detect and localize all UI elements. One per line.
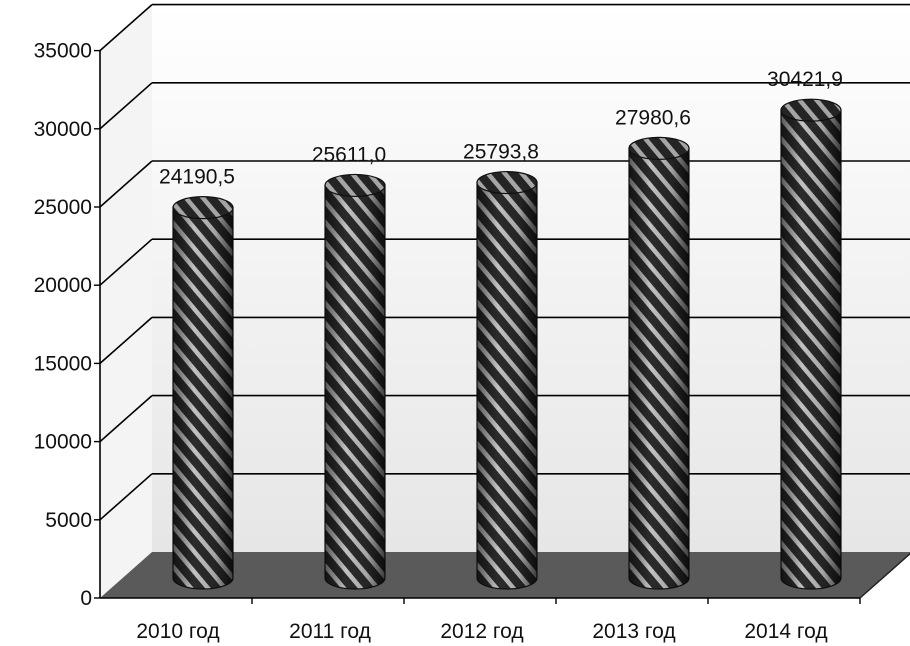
- y-tick-label: 5000: [45, 509, 92, 532]
- bar-top: [172, 196, 234, 220]
- gridline-diagonal: [99, 82, 153, 130]
- bar-shading: [781, 110, 841, 590]
- x-category-label: 2011 год: [289, 620, 371, 643]
- x-category-label: 2010 год: [136, 620, 219, 643]
- y-tick-label: 15000: [34, 352, 92, 375]
- bar-top: [628, 136, 690, 160]
- x-axis-categories: 2010 год 2011 год 2012 год 2013 год 2014 год: [136, 598, 861, 643]
- x-category-label: 2013 год: [592, 620, 675, 643]
- gridline-diagonal: [99, 160, 153, 208]
- bar-top-shade: [173, 196, 233, 219]
- bar-top-shade: [325, 174, 385, 197]
- x-category-label: 2012 год: [440, 620, 523, 643]
- data-label: 24190,5: [159, 166, 235, 189]
- data-label: 25611,0: [312, 143, 386, 166]
- bar: [628, 136, 690, 590]
- bar-top-shade: [781, 99, 841, 122]
- y-axis-ticks: 0 5000 10000 15000 20000 25000 30000 35000: [34, 40, 100, 610]
- y-tick-label: 10000: [34, 431, 92, 454]
- bar-top-shade: [629, 137, 689, 160]
- gridline-diagonal: [99, 4, 153, 52]
- bar-shading: [173, 207, 233, 589]
- axes: [99, 50, 860, 599]
- bar: [324, 173, 386, 590]
- bar-shading: [325, 185, 385, 589]
- gridline-diagonal: [99, 473, 153, 521]
- side-wall: [100, 4, 152, 599]
- x-category-label: 2014 год: [744, 620, 827, 643]
- gridline-diagonal: [99, 316, 153, 364]
- data-label: 25793,8: [463, 141, 539, 164]
- bar-shading: [629, 148, 689, 589]
- bar-top: [476, 170, 538, 195]
- bar-shading: [477, 182, 537, 589]
- gridline-diagonal: [99, 395, 153, 443]
- data-labels: 24190,5 25611,0 25793,8 27980,6 30421,9: [159, 68, 843, 188]
- y-tick-label: 30000: [34, 118, 92, 141]
- data-label: 27980,6: [615, 106, 691, 129]
- y-tick-label: 25000: [34, 196, 92, 219]
- bars: [172, 98, 842, 590]
- y-tick-label: 0: [80, 587, 92, 610]
- bar: [476, 170, 538, 590]
- bar: [780, 98, 842, 590]
- bar-top: [324, 173, 386, 198]
- bar: [172, 196, 234, 590]
- data-label: 30421,9: [767, 68, 843, 91]
- bar-top-shade: [477, 171, 537, 194]
- bar-top: [780, 98, 842, 122]
- y-tick-label: 35000: [34, 40, 92, 63]
- y-tick-label: 20000: [34, 274, 92, 297]
- gridline-diagonal: [99, 238, 153, 286]
- floor-edge: [859, 552, 910, 599]
